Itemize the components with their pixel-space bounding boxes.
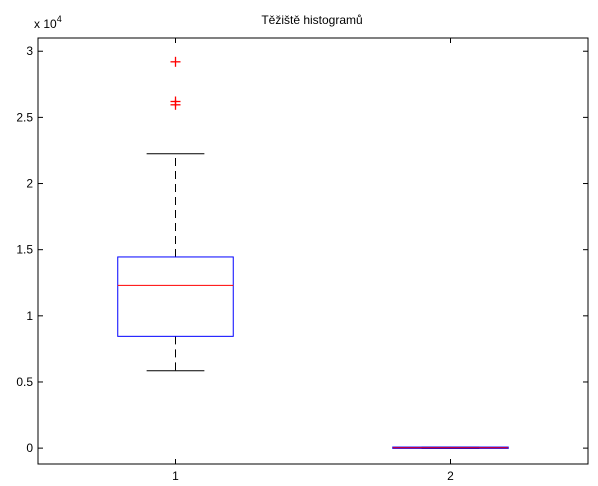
y-tick-label: 2 [26, 177, 33, 191]
y-exponent-label: x 104 [34, 14, 62, 31]
chart-title: Těžiště histogramů [261, 13, 362, 27]
y-tick-label: 0 [26, 441, 33, 455]
x-tick-label: 1 [172, 469, 179, 483]
y-tick-label: 0.5 [16, 375, 33, 389]
y-exponent-base: x 10 [34, 17, 57, 31]
y-tick-label: 2.5 [16, 110, 33, 124]
box-1 [117, 56, 234, 372]
outlier-marker [170, 99, 181, 110]
x-tick-label: 2 [447, 469, 454, 483]
y-tick-label: 3 [26, 44, 33, 58]
y-tick-label: 1.5 [16, 243, 33, 257]
y-axis: 0 0.5 1 1.5 2 2.5 3 [16, 44, 588, 455]
y-tick-label: 1 [26, 309, 33, 323]
box-2 [392, 446, 509, 449]
y-exponent-power: 4 [57, 14, 62, 24]
iqr-box [117, 256, 234, 337]
outlier-marker [170, 56, 181, 67]
plot-area [37, 37, 589, 465]
boxes-group [117, 56, 509, 449]
